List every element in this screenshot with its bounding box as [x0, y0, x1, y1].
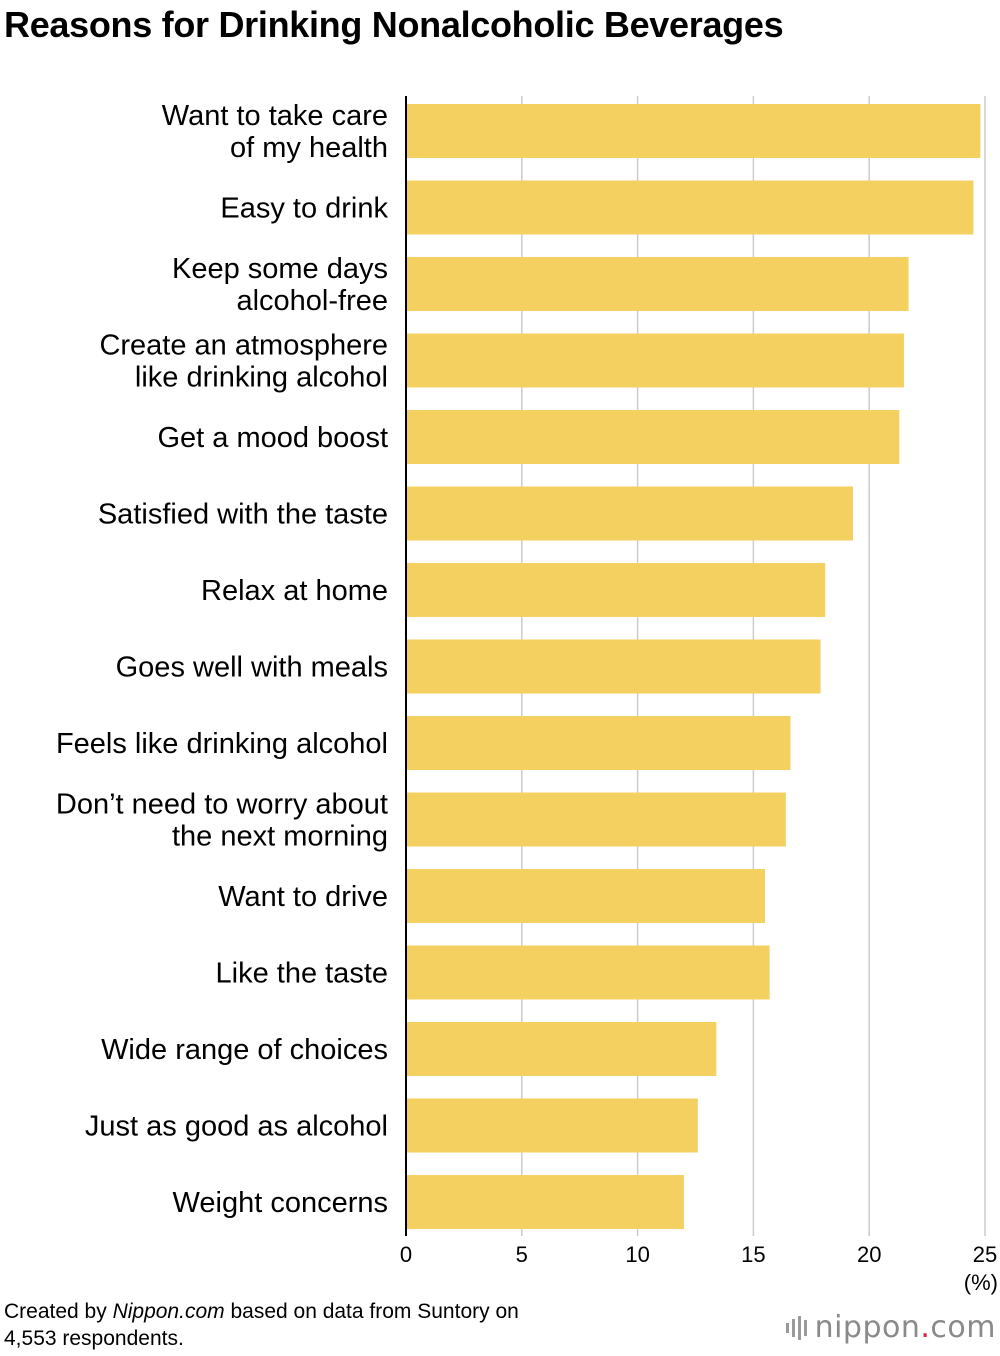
category-label: like drinking alcohol [135, 362, 388, 394]
bars [406, 104, 981, 1229]
category-label: Keep some days [172, 253, 388, 285]
category-label: Satisfied with the taste [98, 499, 388, 531]
source-line2: 4,553 respondents. [4, 1327, 184, 1350]
source-suffix: based on data from Suntory on [224, 1300, 519, 1323]
bar [406, 716, 791, 770]
category-label: Get a mood boost [157, 422, 388, 454]
sound-wave-icon [785, 1315, 807, 1340]
category-label: Create an atmosphere [99, 330, 388, 362]
x-tick-labels: 0 5 10 15 20 25 [400, 1242, 997, 1267]
bar [406, 1022, 717, 1076]
bar [406, 486, 853, 541]
bar [406, 563, 826, 617]
bar [406, 945, 770, 1000]
x-tick-label: 15 [741, 1242, 765, 1267]
x-tick-label: 10 [625, 1242, 649, 1267]
category-label: Like the taste [216, 958, 389, 990]
source-note: Created by Nippon.com based on data from… [4, 1298, 519, 1352]
category-label: Wide range of choices [101, 1034, 388, 1066]
bar [406, 1098, 698, 1153]
nippon-logo: nippon.com [785, 1310, 996, 1345]
bar [406, 410, 900, 464]
category-label: Goes well with meals [116, 652, 388, 684]
source-prefix: Created by [4, 1300, 113, 1323]
bar [406, 180, 974, 235]
category-label: Don’t need to worry about [56, 789, 388, 821]
bar [406, 869, 765, 923]
category-label: of my health [230, 132, 388, 164]
bar [406, 639, 821, 694]
category-label: Relax at home [201, 575, 388, 607]
bar [406, 333, 904, 388]
x-tick-label: 25 [973, 1242, 997, 1267]
category-label: the next morning [172, 821, 388, 853]
bar [406, 1175, 684, 1229]
x-unit-label: (%) [964, 1270, 998, 1295]
category-label: Just as good as alcohol [85, 1111, 388, 1143]
bar [406, 792, 786, 847]
category-label: Weight concerns [173, 1187, 388, 1219]
category-label: Easy to drink [220, 193, 388, 225]
source-site: Nippon.com [112, 1300, 225, 1323]
category-label: Want to take care [162, 100, 388, 132]
x-tick-label: 5 [516, 1242, 528, 1267]
x-tick-label: 20 [857, 1242, 881, 1267]
category-label: Feels like drinking alcohol [56, 728, 388, 760]
category-label: alcohol-free [236, 285, 388, 317]
category-label: Want to drive [218, 881, 388, 913]
chart-title: Reasons for Drinking Nonalcoholic Bevera… [4, 4, 784, 45]
bar [406, 257, 909, 311]
x-tick-label: 0 [400, 1242, 412, 1267]
logo-text: nippon.com [814, 1310, 996, 1345]
bar [406, 104, 981, 158]
